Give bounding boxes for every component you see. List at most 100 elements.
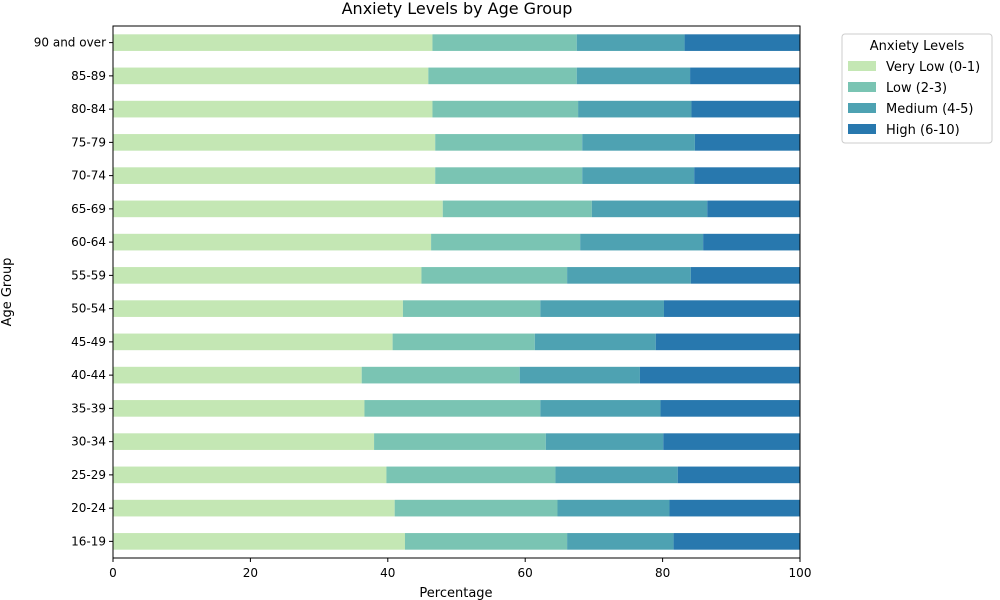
bar-segment-20-24-s3 bbox=[669, 499, 800, 517]
legend-label: Very Low (0-1) bbox=[886, 60, 980, 75]
bar-segment-45-49-s1 bbox=[392, 333, 535, 351]
legend-title: Anxiety Levels bbox=[870, 39, 965, 54]
y-tick-label: 55-59 bbox=[71, 268, 106, 282]
bar-segment-55-59-s2 bbox=[567, 267, 691, 284]
bar-segment-20-24-s2 bbox=[557, 499, 670, 517]
bar-segment-60-64-s2 bbox=[580, 233, 704, 251]
bar-segment-16-19-s3 bbox=[673, 533, 800, 550]
bar-segment-50-54-s2 bbox=[540, 300, 664, 317]
bar-segment-50-54-s0 bbox=[113, 300, 403, 317]
x-axis-label: Percentage bbox=[419, 586, 492, 600]
bar-segment-25-29-s1 bbox=[386, 466, 556, 484]
y-axis-label: Age Group bbox=[0, 258, 15, 327]
bar-segment-25-29-s3 bbox=[677, 466, 800, 484]
bar-segment-60-64-s1 bbox=[431, 233, 581, 251]
bar-segment-80-84-s3 bbox=[691, 100, 800, 118]
bar-segment-35-39-s0 bbox=[113, 400, 365, 417]
bar-segment-65-69-s0 bbox=[113, 200, 443, 218]
bar-segment-85-89-s2 bbox=[576, 67, 691, 85]
bar-segment-30-34-s3 bbox=[663, 433, 800, 450]
bar-segment-80-84-s1 bbox=[432, 100, 579, 118]
bar-segment-90-and-over-s3 bbox=[684, 34, 800, 51]
y-tick-label: 16-19 bbox=[71, 534, 106, 548]
bar-segment-20-24-s1 bbox=[394, 499, 558, 517]
x-tick-label: 40 bbox=[380, 566, 395, 580]
bar-segment-16-19-s1 bbox=[404, 533, 568, 550]
bar-segment-60-64-s0 bbox=[113, 233, 432, 251]
y-tick-label: 40-44 bbox=[71, 368, 106, 382]
x-tick-label: 100 bbox=[789, 566, 812, 580]
bar-segment-16-19-s2 bbox=[567, 533, 674, 550]
bar-segment-40-44-s1 bbox=[361, 366, 520, 384]
x-tick-label: 60 bbox=[518, 566, 533, 580]
bar-segment-85-89-s1 bbox=[428, 67, 577, 85]
legend-swatch bbox=[848, 124, 876, 134]
bar-segment-20-24-s0 bbox=[113, 499, 395, 517]
legend-swatch bbox=[848, 103, 876, 113]
bar-segment-35-39-s1 bbox=[364, 400, 541, 417]
legend-label: Low (2-3) bbox=[886, 81, 947, 96]
bar-segment-30-34-s0 bbox=[113, 433, 375, 450]
bar-segment-25-29-s0 bbox=[113, 466, 387, 484]
bar-segment-40-44-s3 bbox=[639, 366, 800, 384]
y-tick-label: 35-39 bbox=[71, 401, 106, 415]
bar-segment-75-79-s1 bbox=[435, 134, 583, 151]
y-tick-label: 60-64 bbox=[71, 235, 106, 249]
bar-segment-90-and-over-s0 bbox=[113, 34, 433, 51]
legend-label: High (6-10) bbox=[886, 123, 960, 138]
y-tick-label: 65-69 bbox=[71, 202, 106, 216]
bar-segment-80-84-s0 bbox=[113, 100, 433, 118]
y-tick-label: 85-89 bbox=[71, 69, 106, 83]
bar-segment-30-34-s1 bbox=[374, 433, 546, 450]
bar-segment-55-59-s1 bbox=[421, 267, 568, 284]
bar-segment-65-69-s1 bbox=[442, 200, 592, 218]
bar-segment-60-64-s3 bbox=[703, 233, 800, 251]
axes-group bbox=[112, 25, 801, 559]
bar-segment-70-74-s3 bbox=[694, 167, 800, 184]
y-tick-label: 50-54 bbox=[71, 302, 106, 316]
bar-segment-16-19-s0 bbox=[113, 533, 405, 550]
bar-segment-75-79-s0 bbox=[113, 134, 436, 151]
legend: Anxiety Levels Very Low (0-1) Low (2-3) Me… bbox=[841, 33, 993, 144]
bars-group bbox=[113, 34, 800, 550]
bar-segment-50-54-s3 bbox=[663, 300, 800, 317]
bar-segment-90-and-over-s2 bbox=[576, 34, 685, 51]
bar-segment-35-39-s2 bbox=[540, 400, 661, 417]
bar-segment-65-69-s2 bbox=[591, 200, 708, 218]
legend-label: Medium (4-5) bbox=[886, 102, 974, 117]
plot-frame bbox=[112, 25, 801, 559]
bar-segment-35-39-s3 bbox=[660, 400, 800, 417]
y-tick-label: 20-24 bbox=[71, 501, 106, 515]
chart-title: Anxiety Levels by Age Group bbox=[342, 0, 573, 18]
bar-segment-70-74-s0 bbox=[113, 167, 436, 184]
x-tick-label: 0 bbox=[109, 566, 117, 580]
bar-segment-40-44-s2 bbox=[519, 366, 640, 384]
bar-segment-55-59-s0 bbox=[113, 267, 422, 284]
bar-segment-45-49-s3 bbox=[655, 333, 800, 351]
bar-segment-75-79-s2 bbox=[582, 134, 695, 151]
y-tick-label: 75-79 bbox=[71, 135, 106, 149]
y-axis-ticks: 16-19 20-24 25-29 30-34 35-39 40-44 45-49 50-54… bbox=[34, 36, 113, 548]
legend-frame bbox=[841, 33, 993, 144]
y-tick-label: 70-74 bbox=[71, 169, 106, 183]
y-tick-label: 25-29 bbox=[71, 468, 106, 482]
y-tick-label: 90 and over bbox=[34, 36, 106, 50]
bar-segment-85-89-s0 bbox=[113, 67, 429, 85]
x-tick-label: 80 bbox=[655, 566, 670, 580]
bar-segment-65-69-s3 bbox=[707, 200, 800, 218]
x-axis-ticks: 0 20 40 60 80 100 bbox=[109, 558, 811, 580]
legend-items: Very Low (0-1) Low (2-3) Medium (4-5) High … bbox=[848, 60, 980, 138]
bar-segment-25-29-s2 bbox=[555, 466, 678, 484]
bar-segment-55-59-s3 bbox=[690, 267, 800, 284]
y-tick-label: 80-84 bbox=[71, 102, 106, 116]
bar-segment-45-49-s2 bbox=[534, 333, 656, 351]
bar-segment-80-84-s2 bbox=[578, 100, 692, 118]
bar-segment-70-74-s1 bbox=[435, 167, 583, 184]
bar-segment-70-74-s2 bbox=[582, 167, 695, 184]
bar-segment-40-44-s0 bbox=[113, 366, 362, 384]
legend-swatch bbox=[848, 82, 876, 92]
y-tick-label: 45-49 bbox=[71, 335, 106, 349]
y-tick-label: 30-34 bbox=[71, 435, 106, 449]
bar-segment-75-79-s3 bbox=[694, 134, 800, 151]
